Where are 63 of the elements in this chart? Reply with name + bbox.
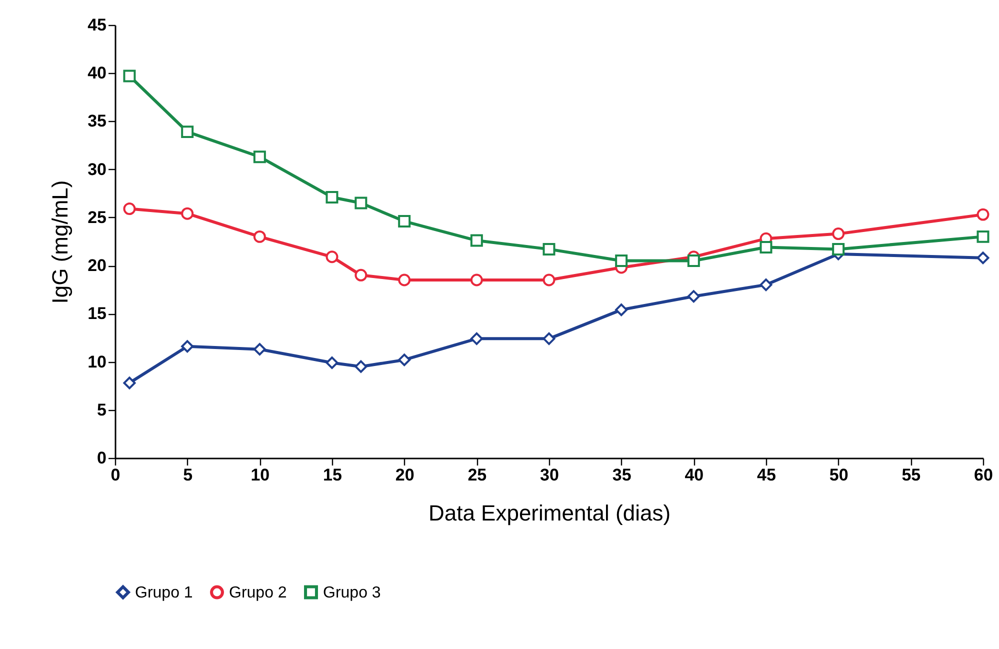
point	[687, 290, 700, 303]
point	[470, 234, 483, 247]
point	[398, 215, 411, 228]
y-tick-label: 10	[88, 352, 106, 372]
point	[470, 332, 483, 345]
point	[398, 274, 411, 286]
y-tick-label: 30	[88, 160, 106, 179]
x-tick-label: 45	[757, 466, 776, 484]
point	[760, 241, 772, 254]
point	[123, 202, 136, 216]
point	[253, 150, 266, 164]
point	[181, 126, 194, 138]
x-tick-label: 40	[684, 466, 704, 484]
x-tick-label: 5	[183, 466, 193, 484]
point	[542, 242, 556, 256]
point	[123, 376, 136, 390]
x-tick-label: 55	[902, 466, 921, 484]
legend-label: Grupo 3	[323, 584, 381, 602]
point	[832, 242, 845, 256]
point	[542, 332, 556, 345]
point	[253, 343, 266, 356]
x-tick-label: 20	[395, 466, 414, 484]
y-tick-label: 45	[88, 16, 106, 34]
point	[760, 278, 772, 292]
y-axis-title: IgG (mg/mL)	[48, 180, 73, 304]
x-tick-label: 30	[540, 466, 559, 484]
y-tick-label: 0	[97, 448, 106, 468]
y-tick-label: 35	[88, 112, 106, 131]
point	[354, 196, 368, 210]
point	[542, 274, 556, 286]
point	[976, 252, 990, 264]
x-tick-label: 50	[829, 466, 848, 484]
x-tick-label: 0	[110, 466, 120, 484]
point	[354, 268, 368, 282]
y-tick-label: 40	[88, 64, 106, 83]
point	[326, 356, 338, 369]
point	[253, 230, 266, 243]
point	[976, 208, 990, 221]
point	[326, 190, 338, 204]
point	[398, 354, 411, 366]
x-tick-label: 25	[468, 466, 487, 484]
point	[181, 340, 194, 353]
x-axis-title: Data Experimental (dias)	[428, 500, 671, 526]
x-tick-label: 60	[974, 466, 993, 484]
y-tick-label: 20	[88, 256, 106, 276]
point	[615, 304, 628, 316]
x-tick-label: 10	[250, 466, 270, 484]
y-tick-label: 15	[88, 304, 106, 324]
y-tick-label: 25	[88, 208, 106, 227]
x-tick-label: 35	[612, 466, 632, 484]
point	[123, 70, 136, 82]
point	[976, 230, 990, 243]
x-tick-label: 15	[323, 466, 342, 484]
point	[615, 254, 628, 267]
point	[832, 228, 845, 240]
point	[326, 250, 338, 264]
point	[354, 360, 368, 373]
point	[687, 254, 700, 267]
legend-label: Grupo 2	[229, 584, 287, 602]
point	[470, 274, 483, 286]
point	[181, 207, 194, 220]
legend-label: Grupo 1	[135, 584, 193, 602]
y-tick-label: 5	[97, 400, 106, 420]
